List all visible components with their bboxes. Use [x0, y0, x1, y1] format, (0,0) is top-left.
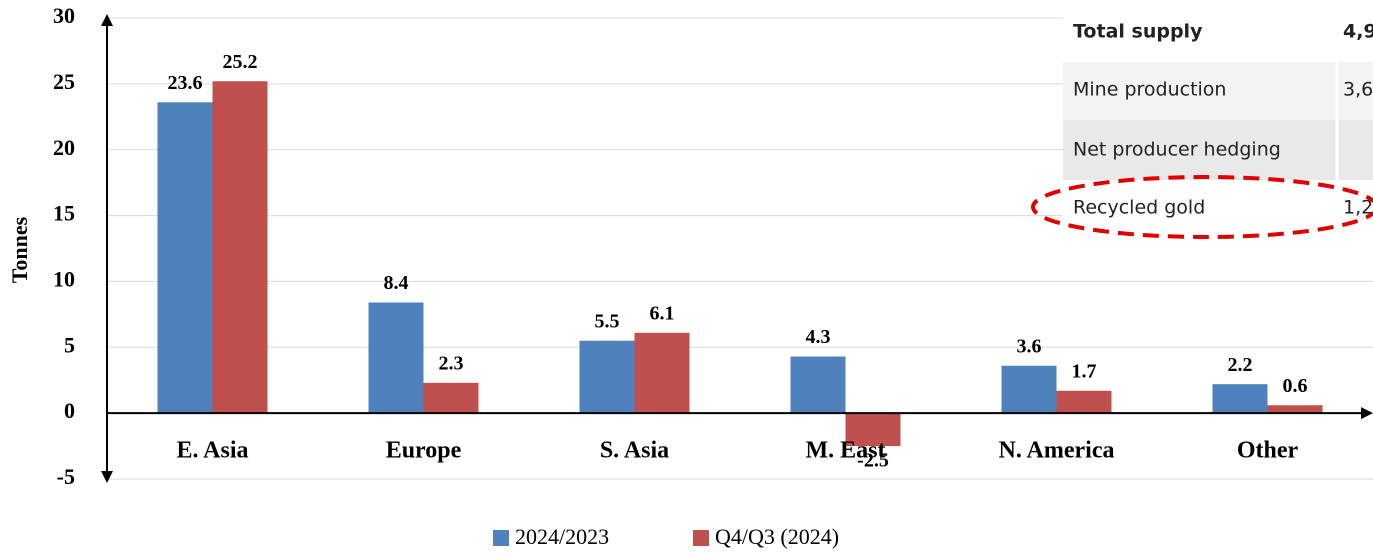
data-label: 3.6 — [1017, 335, 1042, 357]
axis-arrow — [101, 471, 113, 483]
bar — [1212, 384, 1268, 414]
table-cell: Net producer hedging — [1073, 139, 1281, 161]
legend-label: Q4/Q3 (2024) — [715, 524, 839, 549]
table-row — [1063, 0, 1373, 62]
x-tick-label: N. America — [999, 438, 1115, 464]
axis-arrow — [1361, 407, 1373, 420]
bar — [368, 302, 424, 414]
y-tick-label: 30 — [53, 3, 75, 28]
y-tick-label: -5 — [57, 464, 75, 489]
data-label: 5.5 — [595, 310, 620, 332]
x-tick-label: Other — [1237, 438, 1299, 464]
y-tick-label: 5 — [64, 332, 75, 357]
table-row — [1063, 120, 1373, 180]
table-overlay: Total supply 4,9 Mine production 3,6 Net… — [1031, 0, 1373, 239]
data-label: 6.1 — [650, 302, 675, 324]
data-label: 25.2 — [223, 51, 258, 73]
axis-arrow — [101, 14, 113, 26]
data-label: 2.3 — [439, 352, 464, 374]
data-label: 23.6 — [168, 72, 203, 94]
x-tick-label: E. Asia — [176, 438, 248, 464]
bar — [212, 81, 268, 414]
x-tick-label: S. Asia — [600, 438, 669, 464]
table-cell: Mine production — [1073, 79, 1226, 101]
bar — [634, 332, 690, 414]
highlight-ellipse — [1031, 175, 1373, 239]
bar — [790, 356, 846, 414]
table-cell: Total supply — [1073, 21, 1203, 43]
bar — [1056, 390, 1112, 414]
y-tick-label: 20 — [53, 135, 75, 160]
data-label: 8.4 — [384, 272, 409, 294]
x-tick-label: Europe — [386, 438, 462, 464]
data-label: 1.7 — [1072, 360, 1097, 382]
bar — [579, 340, 635, 414]
bar — [157, 102, 213, 414]
x-tick-label: M. East — [806, 438, 886, 464]
y-tick-label: 25 — [53, 69, 75, 94]
table-row — [1063, 62, 1373, 120]
legend-swatch — [493, 530, 509, 546]
bar — [1267, 405, 1323, 414]
bar — [1001, 365, 1057, 414]
table-cell: 3,6 — [1343, 79, 1373, 101]
data-label: -2.5 — [857, 450, 889, 472]
data-label: 2.2 — [1228, 354, 1253, 376]
y-axis-label: Tonnes — [7, 216, 32, 283]
data-label: 4.3 — [806, 326, 831, 348]
table-cell: 4,9 — [1343, 21, 1373, 43]
legend-label: 2024/2023 — [515, 524, 609, 549]
y-tick-label: 15 — [53, 201, 75, 226]
y-tick-label: 0 — [64, 398, 75, 423]
bar — [845, 413, 901, 447]
legend-swatch — [693, 530, 709, 546]
data-label: 0.6 — [1283, 375, 1308, 397]
table-cell: 1,2 — [1343, 197, 1373, 219]
table-cell: Recycled gold — [1073, 197, 1205, 219]
y-tick-label: 10 — [53, 266, 75, 291]
bar — [423, 382, 479, 414]
